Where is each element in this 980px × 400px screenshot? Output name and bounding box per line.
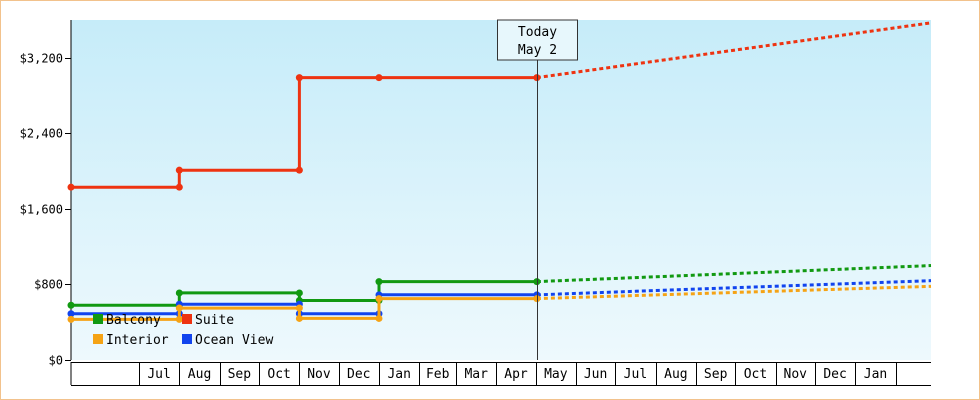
x-tick-label: Sep: [228, 367, 252, 382]
balcony-legend-label: Balcony: [106, 313, 161, 328]
balcony-forecast-line: [536, 264, 932, 284]
interior-point[interactable]: [295, 314, 303, 322]
suite-point[interactable]: [375, 74, 383, 82]
balcony-point[interactable]: [175, 289, 183, 297]
interior-point[interactable]: [375, 295, 383, 303]
x-tick-label: Nov: [784, 367, 808, 382]
balcony-point[interactable]: [375, 278, 383, 286]
x-tick-label: May: [544, 367, 568, 382]
x-tick-label: Jan: [387, 367, 410, 382]
suite-point[interactable]: [295, 74, 303, 82]
interior-point[interactable]: [533, 295, 541, 303]
balcony-point[interactable]: [295, 289, 303, 297]
ocean-view-legend-swatch: [182, 334, 192, 344]
x-tick-label: Jul: [147, 367, 170, 382]
x-tick-label: Oct: [744, 367, 767, 382]
x-tick-label: Dec: [823, 367, 846, 382]
interior-legend-swatch: [93, 334, 103, 344]
x-tick-label: Dec: [347, 367, 370, 382]
ocean-view-forecast-line: [536, 279, 932, 297]
balcony-legend-swatch: [93, 314, 103, 324]
x-tick-label: Aug: [664, 367, 687, 382]
interior-point[interactable]: [175, 315, 183, 323]
x-tick-label: Aug: [188, 367, 211, 382]
y-tick-label: $800: [34, 278, 63, 292]
interior-point[interactable]: [175, 304, 183, 312]
suite-point[interactable]: [175, 166, 183, 174]
x-tick-label: Sep: [704, 367, 728, 382]
x-tick-label: Jan: [864, 367, 887, 382]
y-tick-label: $3,200: [20, 52, 63, 66]
today-label: Today: [518, 25, 557, 40]
interior-point[interactable]: [375, 314, 383, 322]
interior-legend-label: Interior: [106, 333, 169, 348]
interior-point[interactable]: [295, 304, 303, 312]
interior-forecast-line: [536, 284, 932, 301]
y-tick-label: $0: [49, 354, 63, 368]
suite-point[interactable]: [67, 183, 75, 191]
suite-point[interactable]: [533, 74, 541, 82]
x-tick-label: Oct: [267, 367, 290, 382]
ocean-view-point[interactable]: [67, 310, 75, 318]
balcony-point[interactable]: [533, 278, 541, 286]
suite-forecast-line: [536, 21, 932, 80]
y-tick-label: $2,400: [20, 127, 63, 141]
ocean-view-legend-label: Ocean View: [195, 333, 273, 348]
suite-point[interactable]: [175, 183, 183, 191]
x-tick-label: Mar: [464, 367, 488, 382]
suite-point[interactable]: [295, 166, 303, 174]
suite-legend-label: Suite: [195, 313, 234, 328]
x-tick-label: Feb: [426, 367, 450, 382]
x-tick-label: Nov: [307, 367, 331, 382]
today-label-box: [497, 19, 578, 61]
interior-point[interactable]: [67, 315, 75, 323]
x-tick-label: Apr: [504, 367, 528, 382]
x-tick-label: Jun: [584, 367, 607, 382]
y-tick-label: $1,600: [20, 203, 63, 217]
balcony-point[interactable]: [67, 301, 75, 309]
suite-legend-swatch: [182, 314, 192, 324]
x-tick-label: Jul: [624, 367, 647, 382]
today-date: May 2: [518, 43, 557, 58]
